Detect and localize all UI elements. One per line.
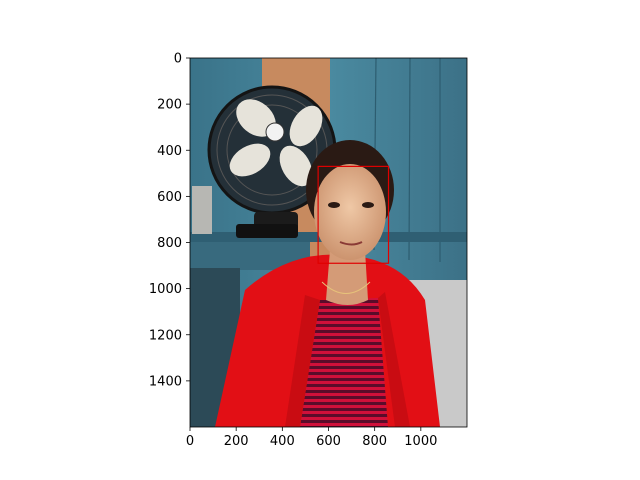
x-tick-label: 400 bbox=[270, 434, 295, 449]
y-tick-label: 0 bbox=[174, 52, 182, 67]
x-tick-label: 800 bbox=[362, 434, 387, 449]
y-tick-label: 400 bbox=[157, 144, 182, 159]
person bbox=[215, 140, 440, 427]
y-tick-label: 1400 bbox=[149, 374, 182, 389]
x-tick-label: 200 bbox=[224, 434, 249, 449]
y-tick-label: 1000 bbox=[149, 282, 182, 297]
y-tick-label: 200 bbox=[157, 98, 182, 113]
metal-cup bbox=[192, 186, 212, 234]
photo bbox=[190, 58, 467, 427]
fan bbox=[207, 85, 337, 238]
y-tick-label: 1200 bbox=[149, 328, 182, 343]
x-tick-label: 1000 bbox=[404, 434, 437, 449]
x-tick-label: 600 bbox=[316, 434, 341, 449]
y-axis: 0 200 400 600 800 1000 1200 1400 bbox=[149, 52, 190, 389]
y-tick-label: 600 bbox=[157, 190, 182, 205]
x-axis: 0 200 400 600 800 1000 bbox=[186, 427, 437, 449]
x-tick-label: 0 bbox=[186, 434, 194, 449]
face-detection-box bbox=[317, 165, 390, 264]
y-tick-label: 800 bbox=[157, 236, 182, 251]
